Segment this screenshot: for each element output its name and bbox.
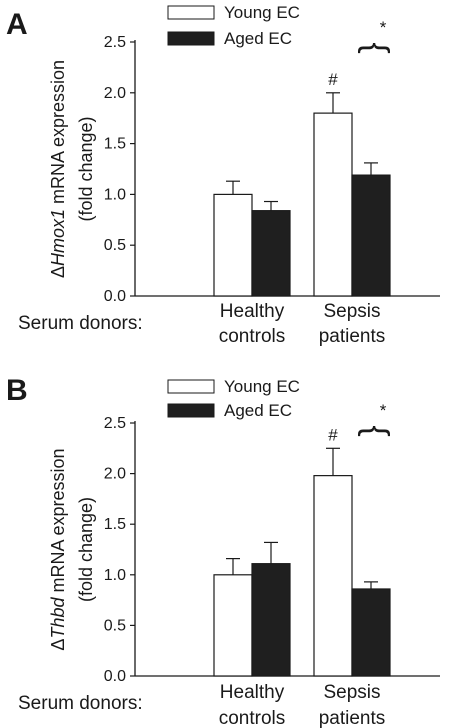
x-category-label: controls [219, 326, 286, 347]
x-category-label: Sepsis [323, 301, 380, 322]
y-axis-label-gene: Thbd [48, 597, 68, 639]
bar-young [213, 193, 253, 297]
x-category-label: Sepsis [323, 682, 380, 703]
panel-letter: A [6, 8, 28, 41]
y-tick-label: 2.0 [104, 85, 126, 102]
x-category-label: controls [219, 708, 286, 728]
y-axis-label-line2: (fold change) [76, 497, 96, 602]
y-axis-label-rest: mRNA expression [48, 448, 68, 597]
x-category-label: patients [319, 326, 386, 347]
x-category-label: Healthy [220, 301, 285, 322]
legend-swatch-aged [167, 403, 215, 418]
bar-young [313, 475, 353, 677]
y-tick-label: 1.0 [104, 567, 126, 584]
y-axis-label-rest: mRNA expression [48, 60, 68, 209]
significance-brace: { [357, 425, 395, 436]
bar-aged [251, 563, 291, 677]
significance-star: * [380, 401, 387, 420]
bar-young [213, 574, 253, 677]
bar-aged [251, 210, 291, 297]
legend-label: Aged EC [224, 29, 292, 48]
legend-label: Young EC [224, 377, 300, 396]
x-axis-label: Serum donors: [18, 313, 143, 334]
y-axis-label-prefix: Δ [48, 639, 68, 651]
legend-swatch-young [167, 379, 215, 394]
significance-star: * [380, 18, 387, 37]
y-tick-label: 2.0 [104, 466, 126, 483]
y-tick-label: 1.0 [104, 186, 126, 203]
legend-swatch-aged [167, 31, 215, 46]
y-axis-label: ΔHmox1 mRNA expression [48, 60, 68, 278]
legend-label: Aged EC [224, 401, 292, 420]
y-tick-label: 0.5 [104, 617, 126, 634]
significance-hash: # [328, 70, 338, 89]
y-tick-label: 1.5 [104, 136, 126, 153]
y-tick-label: 0.0 [104, 288, 126, 305]
y-axis-label-line2: (fold change) [76, 116, 96, 221]
bar-young [313, 112, 353, 297]
legend-label: Young EC [224, 3, 300, 22]
significance-hash: # [328, 425, 338, 444]
x-category-label: Healthy [220, 682, 285, 703]
x-category-label: patients [319, 708, 386, 728]
legend-swatch-young [167, 5, 215, 20]
y-axis-label: ΔThbd mRNA expression [48, 448, 68, 650]
chart-panel-a: A 0.0 0.5 1.0 1.5 2.0 2.5 ΔHmox1 mRNA expressio… [6, 3, 440, 347]
y-tick-label: 0.0 [104, 668, 126, 685]
y-tick-label: 2.5 [104, 415, 126, 432]
panel-letter: B [6, 374, 28, 407]
significance-brace: { [357, 42, 395, 53]
y-axis-label-prefix: Δ [48, 266, 68, 278]
y-tick-label: 1.5 [104, 516, 126, 533]
y-axis-label-gene: Hmox1 [48, 209, 68, 266]
chart-panel-b: B 0.0 0.5 1.0 1.5 2.0 2.5 ΔThbd mRNA expression… [6, 374, 440, 728]
y-tick-label: 0.5 [104, 237, 126, 254]
bar-aged [351, 174, 391, 297]
bar-aged [351, 588, 391, 677]
x-axis-label: Serum donors: [18, 693, 143, 714]
y-tick-label: 2.5 [104, 34, 126, 51]
